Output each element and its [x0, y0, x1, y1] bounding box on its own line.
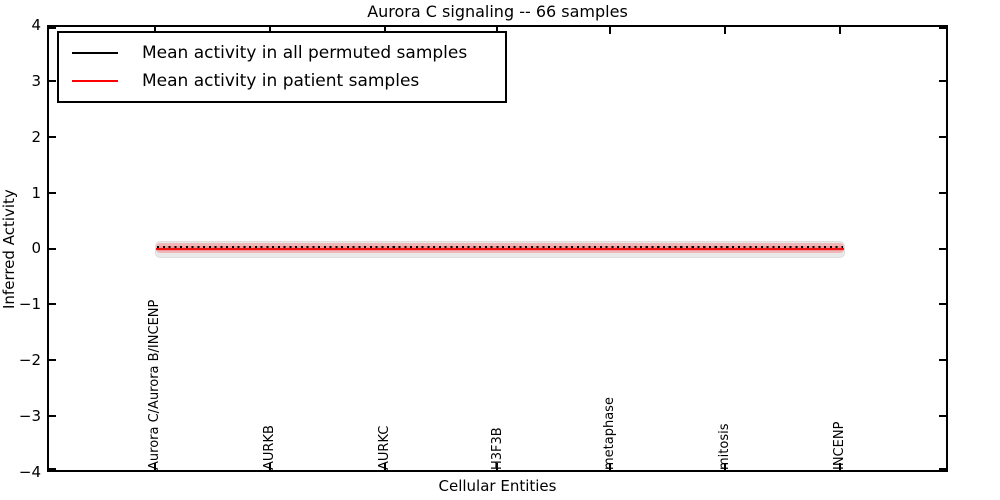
- legend-line-sample-black: [72, 52, 118, 54]
- x-tick-label: metaphase: [602, 397, 617, 470]
- tick-mark: [724, 27, 726, 34]
- tick-mark: [49, 468, 56, 470]
- y-tick-label: 1: [31, 184, 41, 202]
- y-tick-label: −4: [18, 463, 41, 481]
- tick-mark: [49, 247, 56, 250]
- y-axis-label: Inferred Activity: [0, 189, 18, 309]
- y-tick-label: 3: [31, 72, 41, 90]
- y-tick-label: 0: [31, 239, 41, 257]
- legend: Mean activity in all permuted samples Me…: [57, 31, 507, 103]
- y-tick-label: 4: [31, 16, 41, 34]
- tick-mark: [496, 27, 498, 34]
- tick-mark: [496, 463, 498, 470]
- tick-mark: [609, 463, 611, 470]
- chart-title: Aurora C signaling -- 66 samples: [367, 2, 628, 21]
- x-tick-label: Aurora C/Aurora B/INCENP: [147, 299, 162, 470]
- tick-mark: [384, 27, 386, 34]
- tick-mark: [939, 359, 946, 362]
- tick-mark: [939, 415, 946, 418]
- tick-mark: [49, 359, 56, 362]
- permuted-mean-line: [157, 246, 843, 248]
- tick-mark: [939, 79, 946, 82]
- tick-mark: [939, 27, 946, 29]
- y-tick-label: −2: [18, 351, 41, 369]
- tick-mark: [49, 303, 56, 306]
- y-tick-label: 2: [31, 128, 41, 146]
- tick-mark: [49, 79, 56, 82]
- legend-label: Mean activity in all permuted samples: [142, 43, 468, 63]
- tick-mark: [49, 135, 56, 138]
- tick-mark: [939, 135, 946, 138]
- tick-mark: [839, 27, 841, 34]
- tick-mark: [939, 191, 946, 194]
- tick-mark: [939, 247, 946, 250]
- tick-mark: [154, 27, 156, 34]
- tick-mark: [939, 303, 946, 306]
- y-tick-label: −1: [18, 295, 41, 313]
- tick-mark: [269, 463, 271, 470]
- tick-mark: [724, 463, 726, 470]
- tick-mark: [269, 27, 271, 34]
- x-axis-label: Cellular Entities: [438, 477, 557, 495]
- legend-line-sample-red: [72, 80, 118, 82]
- tick-mark: [49, 415, 56, 418]
- patient-mean-line: [156, 248, 844, 250]
- tick-mark: [609, 27, 611, 34]
- tick-mark: [49, 191, 56, 194]
- tick-mark: [49, 27, 56, 29]
- tick-mark: [384, 463, 386, 470]
- legend-label: Mean activity in patient samples: [142, 71, 420, 91]
- tick-mark: [839, 463, 841, 470]
- tick-mark: [154, 463, 156, 470]
- tick-mark: [939, 468, 946, 470]
- legend-item-permuted: Mean activity in all permuted samples: [72, 39, 505, 67]
- y-tick-label: −3: [18, 407, 41, 425]
- legend-item-patient: Mean activity in patient samples: [72, 67, 505, 95]
